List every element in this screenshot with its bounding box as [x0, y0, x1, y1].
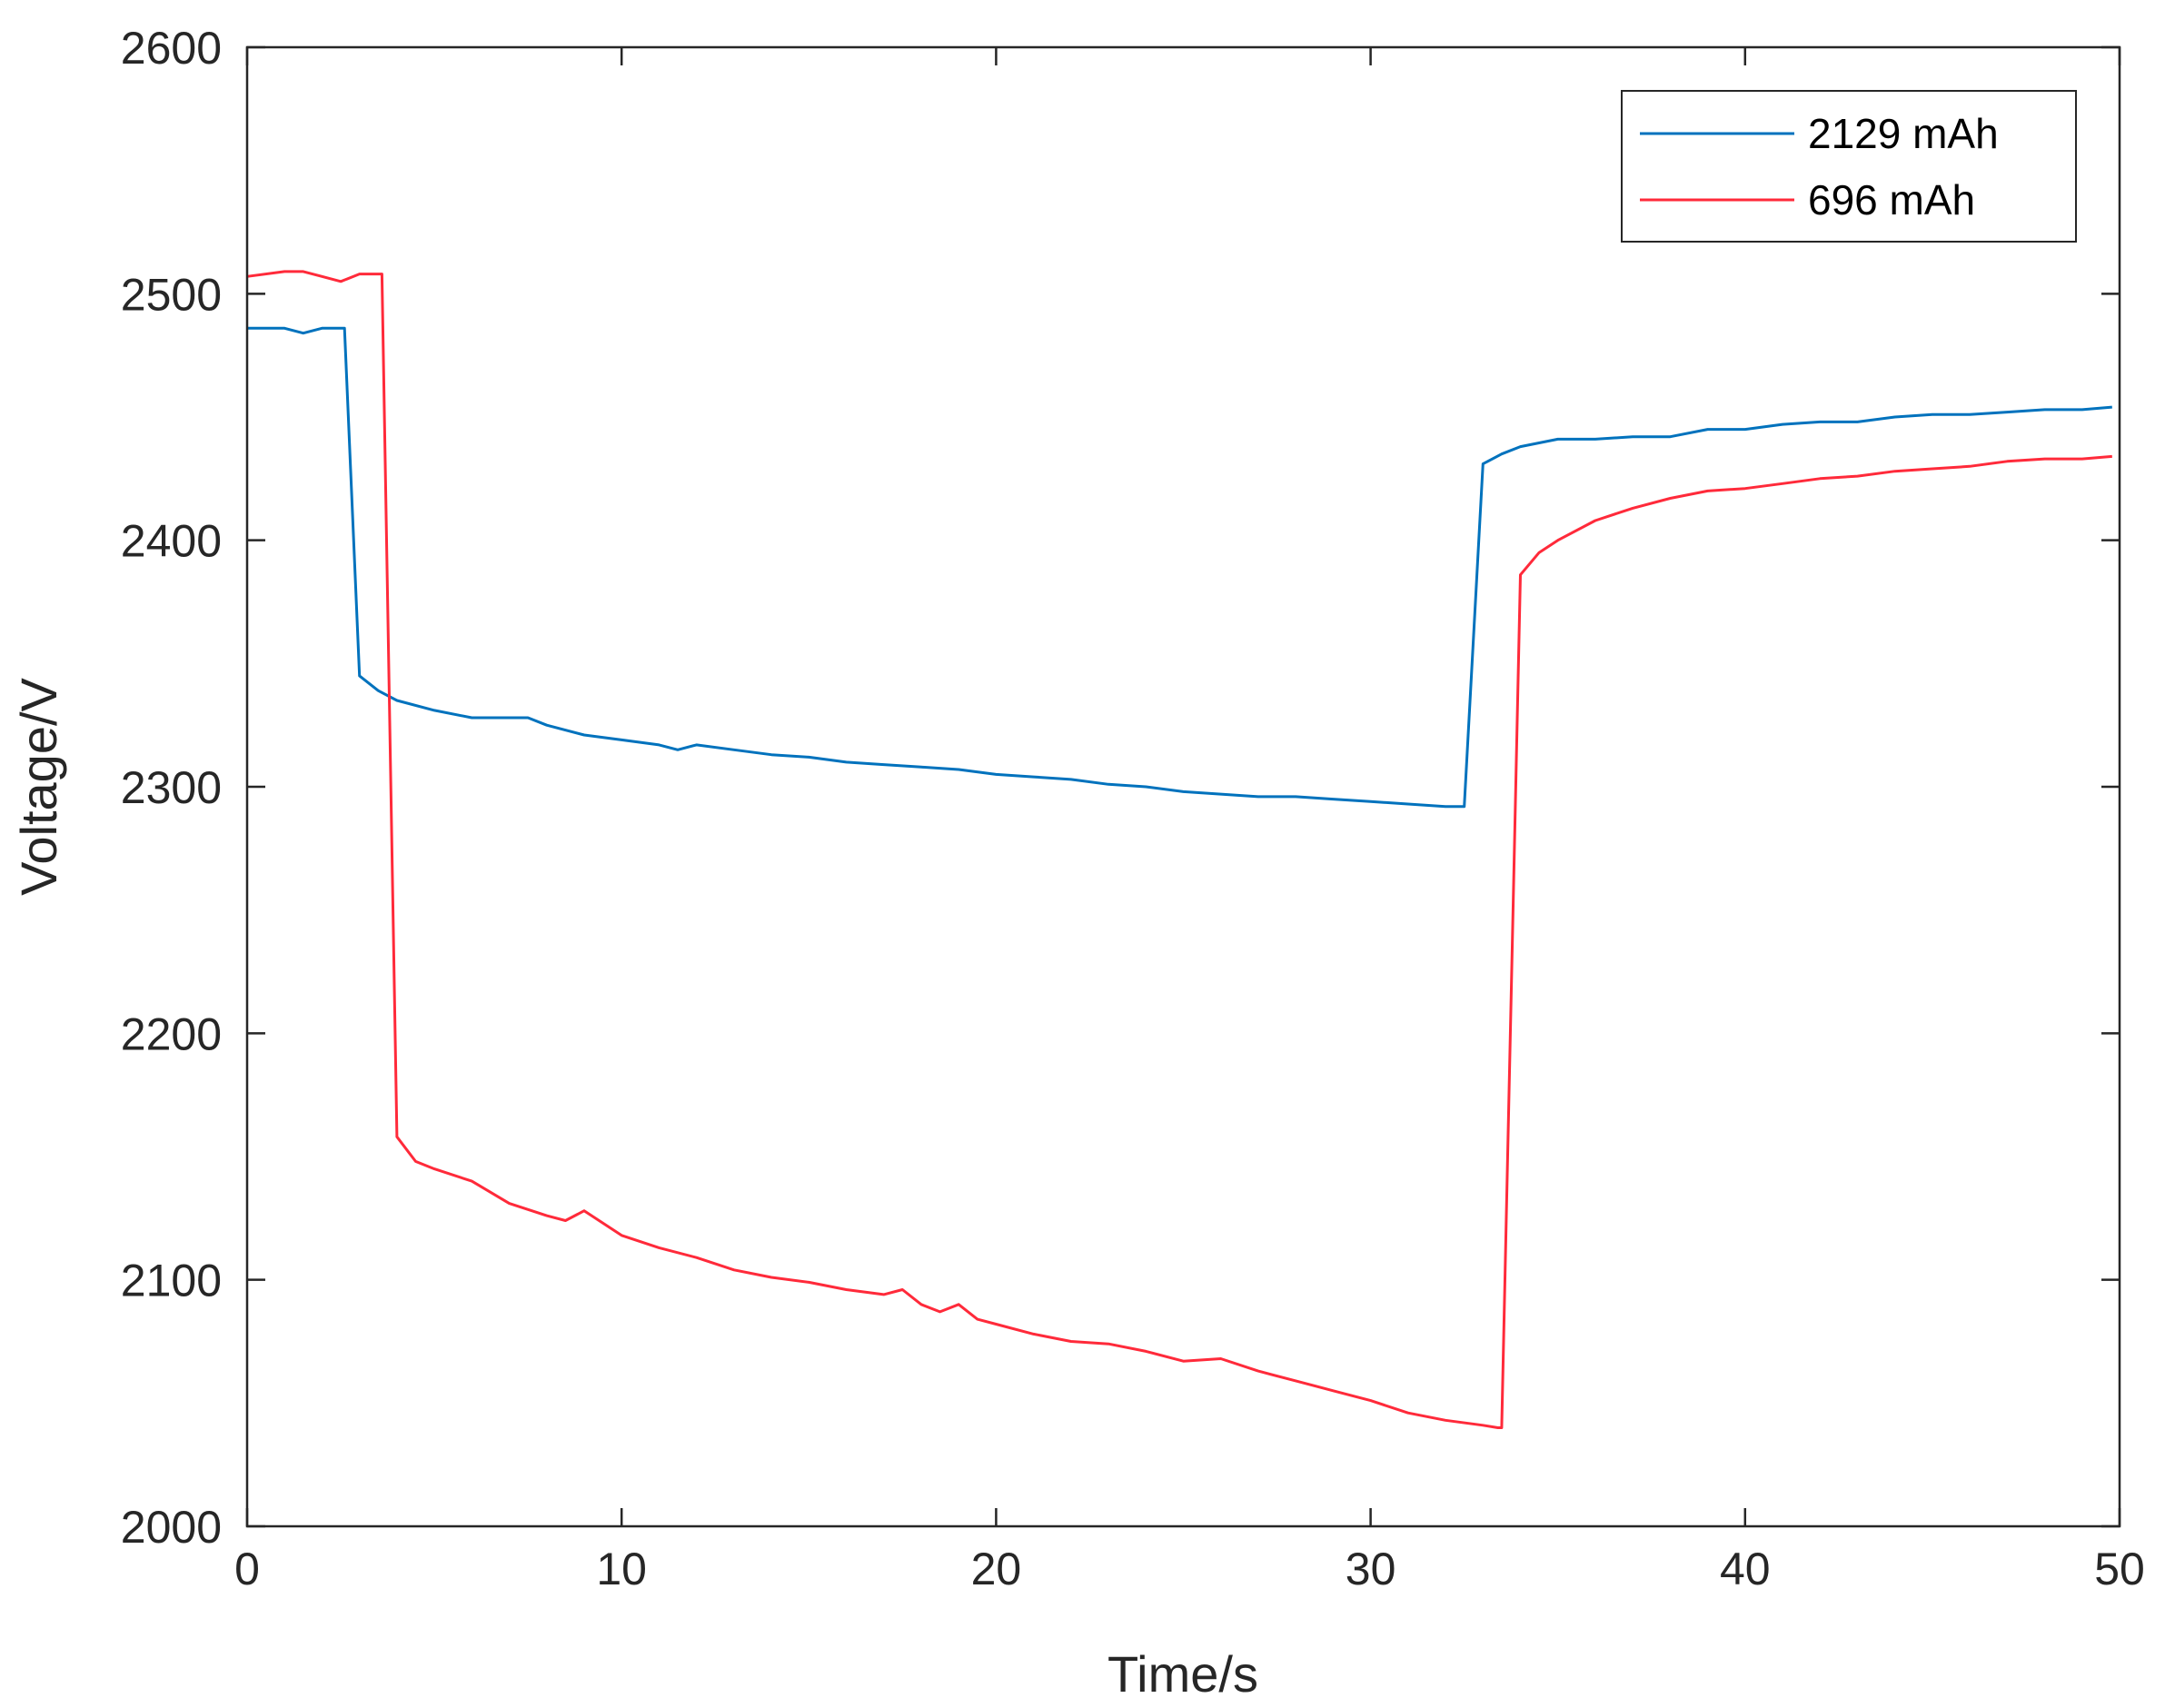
x-tick-label: 40: [1720, 1544, 1771, 1594]
x-tick-label: 20: [971, 1544, 1022, 1594]
x-axis-label: Time/s: [1107, 1645, 1258, 1703]
x-tick-label: 0: [234, 1544, 260, 1594]
x-tick-label: 30: [1346, 1544, 1396, 1594]
plot-frame: [245, 45, 2121, 1528]
series-line-2129-mah: [247, 326, 2112, 809]
legend-label-2129-mah: 2129 mAh: [1808, 110, 1999, 157]
series-layer: [246, 270, 2112, 1429]
x-tick-label: 10: [596, 1544, 647, 1594]
series-line-696-mah: [246, 270, 2112, 1429]
x-tick-label: 50: [2094, 1544, 2145, 1594]
plot-background: [247, 47, 2120, 1526]
legend-box: [1621, 90, 2077, 243]
legend-label-696-mah: 696 mAh: [1808, 176, 1975, 223]
tick-labels: 0 10 20 30 40 50 2000 2100 2200 2300 2400 2500 2600: [121, 23, 2145, 1594]
y-tick-label: 2200: [121, 1008, 222, 1059]
y-tick-label: 2100: [121, 1256, 222, 1306]
y-tick-label: 2300: [121, 762, 222, 813]
y-tick-label: 2400: [121, 516, 222, 567]
y-tick-label: 2600: [121, 23, 222, 74]
y-axis-label: Voltage/V: [10, 677, 67, 895]
y-tick-label: 2500: [121, 269, 222, 320]
legend: 2129 mAh 696 mAh: [1621, 90, 2077, 243]
y-tick-label: 2000: [121, 1502, 222, 1553]
